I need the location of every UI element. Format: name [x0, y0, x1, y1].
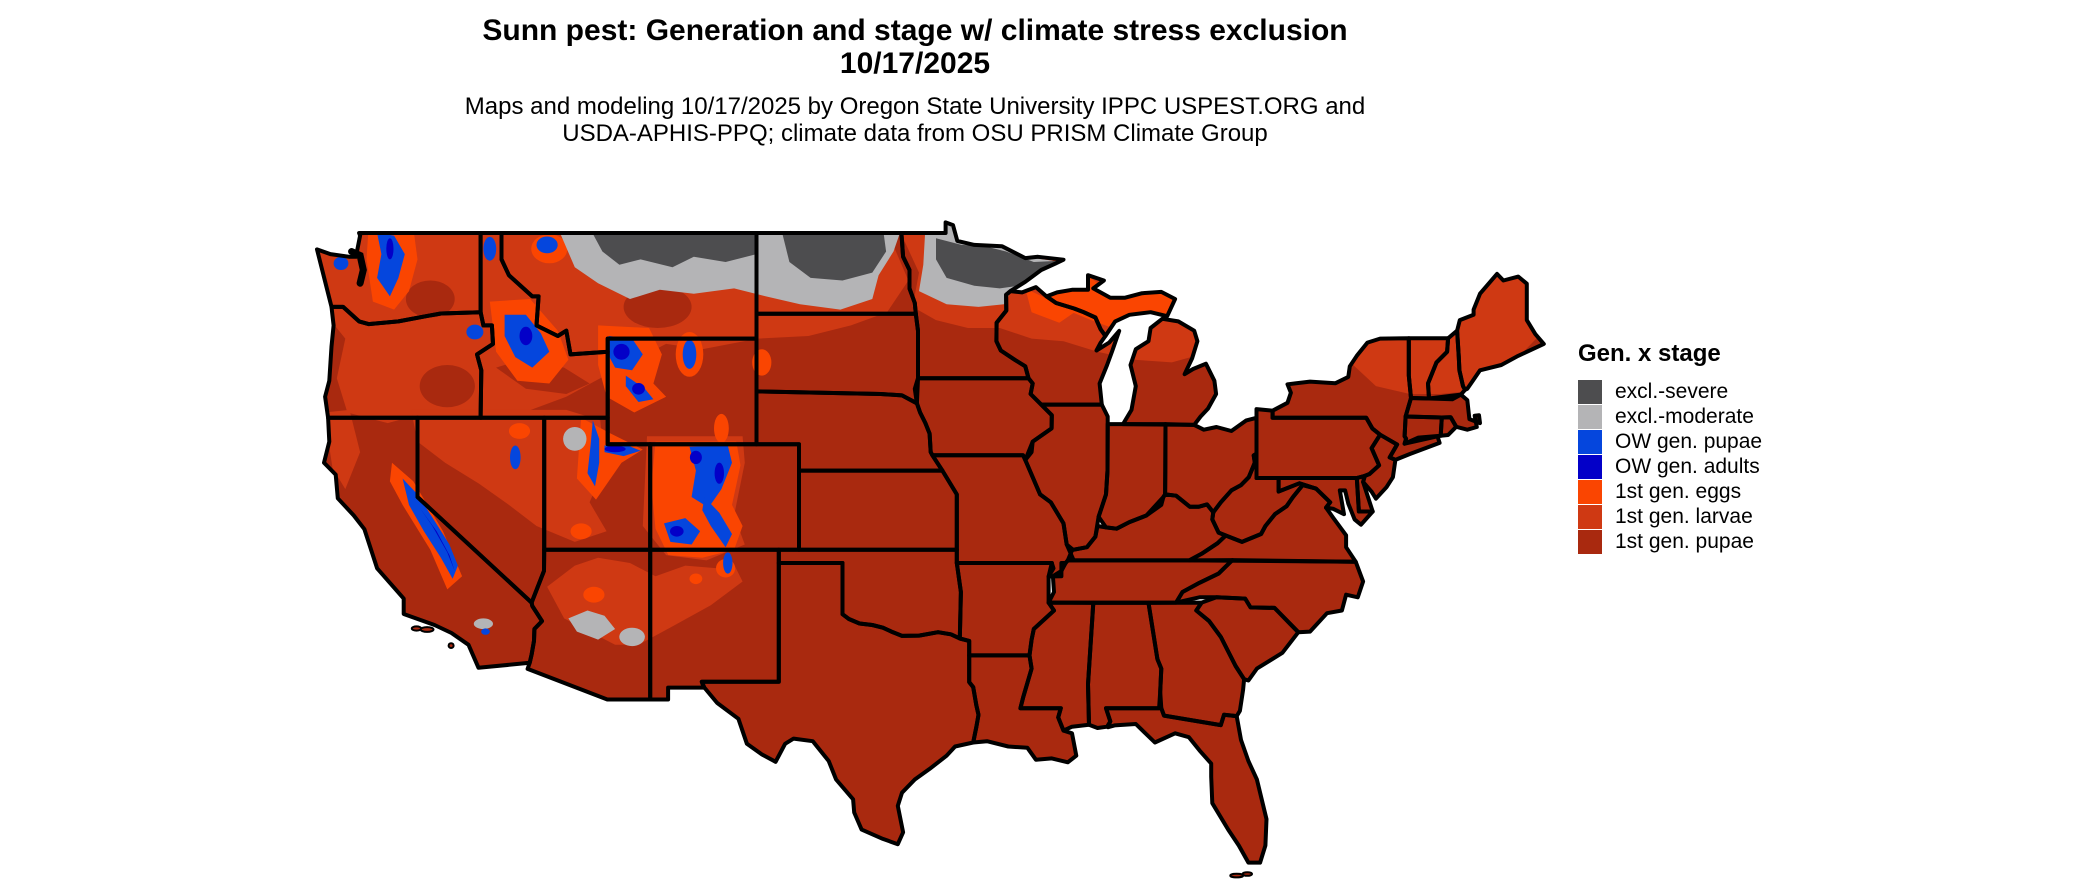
title-block: Sunn pest: Generation and stage w/ clima… — [0, 14, 1830, 147]
state-mo — [932, 455, 1074, 577]
legend-row-eggs: 1st gen. eggs — [1578, 479, 1762, 504]
legend-swatch-eggs — [1578, 479, 1602, 504]
legend-label-eggs: 1st gen. eggs — [1615, 480, 1742, 503]
legend-row-pupae: 1st gen. pupae — [1578, 529, 1762, 554]
legend-title: Gen. x stage — [1578, 340, 1721, 367]
legend-row-larvae: 1st gen. larvae — [1578, 504, 1762, 529]
state-il — [1025, 404, 1108, 550]
state-ok — [778, 549, 961, 639]
legend: Gen. x stage excl.-severe excl.-moderate… — [1578, 340, 1762, 554]
legend-swatch-pupae — [1578, 529, 1602, 554]
legend-label-ow-adults: OW gen. adults — [1615, 455, 1760, 478]
legend-label-excl-moderate: excl.-moderate — [1615, 405, 1754, 428]
legend-label-pupae: 1st gen. pupae — [1615, 530, 1754, 553]
legend-label-excl-severe: excl.-severe — [1615, 380, 1729, 403]
state-borders — [315, 220, 1546, 865]
state-wv — [1212, 453, 1316, 542]
state-ne — [756, 391, 943, 471]
state-ks — [799, 470, 957, 550]
legend-swatch-larvae — [1578, 504, 1602, 529]
state-al — [1088, 602, 1162, 728]
state-ia — [916, 378, 1052, 460]
legend-swatch-ow-pupae — [1578, 429, 1602, 454]
subtitle-line-1: Maps and modeling 10/17/2025 by Oregon S… — [464, 93, 1366, 120]
state-ar — [956, 563, 1054, 656]
legend-row-ow-pupae: OW gen. pupae — [1578, 429, 1762, 454]
state-fl — [1106, 708, 1267, 863]
legend-swatch-excl-severe — [1578, 379, 1602, 404]
legend-swatch-ow-adults — [1578, 454, 1602, 479]
state-ms — [1020, 602, 1094, 731]
state-ga — [1148, 602, 1245, 726]
state-ky — [1067, 494, 1226, 561]
subtitle-line-2: USDA-APHIS-PPQ; climate data from OSU PR… — [562, 120, 1268, 147]
state-ma — [1405, 394, 1480, 430]
legend-row-excl-severe: excl.-severe — [1578, 379, 1762, 404]
state-sc — [1196, 597, 1299, 681]
page-title-date: 10/17/2025 — [839, 47, 991, 80]
offshore-islands — [410, 625, 1254, 879]
state-md — [1278, 478, 1373, 525]
state-tx — [701, 563, 979, 845]
state-va — [1189, 485, 1356, 562]
state-nc — [1176, 560, 1364, 633]
state-inn — [1098, 424, 1166, 529]
legend-swatch-excl-moderate — [1578, 404, 1602, 429]
legend-row-ow-adults: OW gen. adults — [1578, 454, 1762, 479]
legend-label-ow-pupae: OW gen. pupae — [1615, 430, 1763, 453]
legend-label-larvae: 1st gen. larvae — [1615, 505, 1753, 528]
state-tn — [1048, 560, 1233, 603]
page-title: Sunn pest: Generation and stage w/ clima… — [482, 14, 1348, 47]
state-ct — [1404, 416, 1442, 444]
state-pa — [1256, 409, 1381, 478]
legend-row-excl-moderate: excl.-moderate — [1578, 404, 1762, 429]
